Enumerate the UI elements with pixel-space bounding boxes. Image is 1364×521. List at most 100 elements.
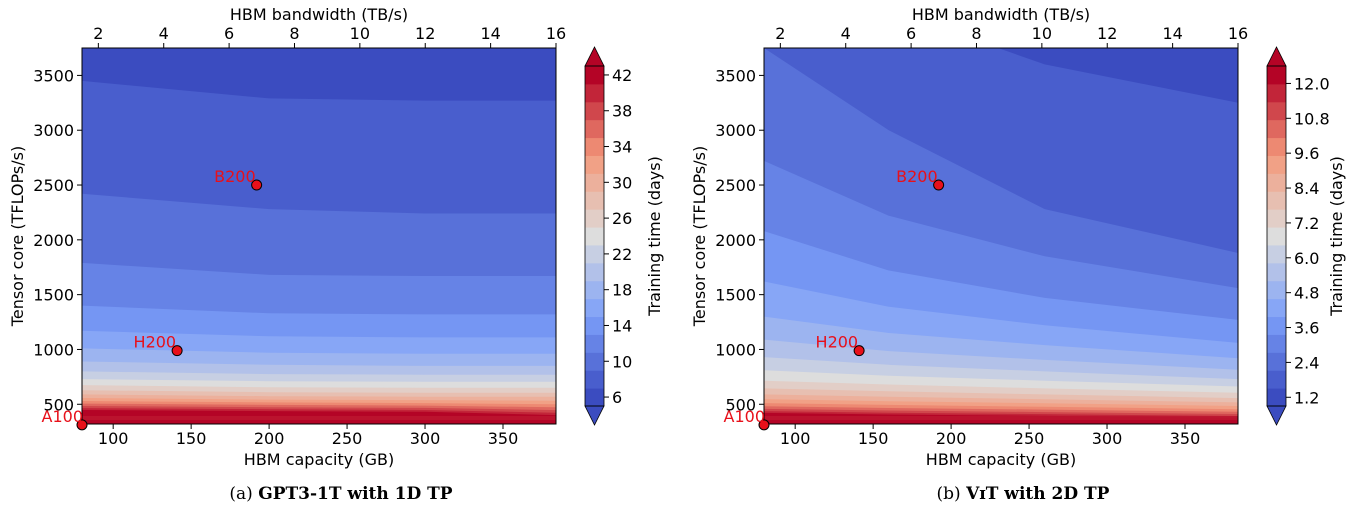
chart0-x-tick-label: 150 — [176, 429, 207, 448]
chart0-colorbar-segment — [585, 155, 604, 173]
chart1-x-tick-label: 150 — [858, 429, 889, 448]
chart1-colorbar-segment — [1267, 352, 1286, 370]
chart0-point-label: B200 — [214, 167, 256, 186]
chart0-x2-tick-label: 6 — [224, 24, 234, 43]
chart0-colorbar-segment — [585, 120, 604, 138]
panel-b: 100 150 200 250 300 350 2 4 6 8 10 12 14 16 500 1000 150… — [682, 0, 1364, 521]
chart0-x-tick-label: 200 — [254, 429, 285, 448]
chart0-y-tick-label: 3500 — [33, 66, 74, 85]
chart0-colorbar-segment — [585, 102, 604, 120]
chart0-y-tick-label: 2500 — [33, 176, 74, 195]
chart0-colorbar-tick-label: 10 — [612, 352, 632, 371]
chart1-colorbar-tick-label: 8.4 — [1294, 179, 1319, 198]
chart0-x2-tick-label: 10 — [350, 24, 370, 43]
chart1-x-tick-label: 250 — [1014, 429, 1045, 448]
chart0-x-tick-label: 100 — [98, 429, 129, 448]
chart1-x2-tick-label: 8 — [971, 24, 981, 43]
chart0-x2-tick-label: 16 — [546, 24, 566, 43]
chart1-colorbar-segment — [1267, 299, 1286, 317]
chart1-colorbar-segment — [1267, 245, 1286, 263]
chart0-colorbar: 6101418222630343842 — [585, 47, 632, 425]
caption-b-letter: (b) — [937, 484, 961, 504]
chart1-point-a100: A100 — [724, 407, 769, 430]
chart0-colorbar-segment — [585, 227, 604, 245]
chart0-colorbar-segment — [585, 138, 604, 156]
caption-b-title: VɪT with 2D TP — [966, 484, 1109, 504]
chart1-colorbar-segment — [1267, 263, 1286, 281]
chart0-colorbar-segment — [585, 388, 604, 406]
chart1-colorbar-tick-label: 12.0 — [1294, 74, 1330, 93]
chart0-colorbar-segment — [585, 84, 604, 102]
chart1-y-tick-label: 2500 — [715, 176, 756, 195]
chart0-colorbar-tick-label: 38 — [612, 102, 632, 121]
chart1-x2-tick-label: 12 — [1097, 24, 1117, 43]
chart1-colorbar-segment — [1267, 227, 1286, 245]
chart1-x-tick-label: 350 — [1170, 429, 1201, 448]
chart0-colorbar-segment — [585, 281, 604, 299]
chart1-point-label: H200 — [816, 333, 859, 352]
chart1-colorbar-tick-label: 6.0 — [1294, 249, 1319, 268]
chart1-y-tick-label: 3000 — [715, 121, 756, 140]
chart0-colorbar-max-arrow — [585, 47, 604, 66]
chart1-colorbar-segment — [1267, 84, 1286, 102]
chart0-contour-band — [82, 420, 556, 424]
chart0-contour-field — [82, 48, 556, 429]
chart0-y-tick-label: 1000 — [33, 340, 74, 359]
chart1-colorbar-segment — [1267, 388, 1286, 406]
chart1-colorbar-segment — [1267, 120, 1286, 138]
chart1-colorbar-segment — [1267, 191, 1286, 209]
caption-a: (a) GPT3-1T with 1D TP — [0, 484, 682, 504]
chart1-colorbar-segment — [1267, 317, 1286, 335]
chart0-colorbar-min-arrow — [585, 406, 604, 425]
chart0-point-label: A100 — [42, 407, 83, 426]
chart1-x2-axis-label: HBM bandwidth (TB/s) — [912, 5, 1090, 24]
chart1-colorbar-segment — [1267, 138, 1286, 156]
chart1-x2-tick-label: 16 — [1228, 24, 1248, 43]
chart0-colorbar-segment — [585, 66, 604, 84]
chart0-colorbar-segment — [585, 209, 604, 227]
chart1-colorbar-label: Training time (days) — [1327, 156, 1346, 317]
chart1-colorbar-tick-label: 2.4 — [1294, 353, 1319, 372]
chart1-y-tick-label: 2000 — [715, 231, 756, 250]
chart1-colorbar-segment — [1267, 155, 1286, 173]
chart1-x2-tick-label: 10 — [1032, 24, 1052, 43]
chart1-colorbar-segment — [1267, 173, 1286, 191]
chart0-x2-tick-label: 8 — [289, 24, 299, 43]
chart0-y-tick-label: 2000 — [33, 231, 74, 250]
chart1-x2-tick-label: 6 — [906, 24, 916, 43]
chart0-x-tick-label: 300 — [410, 429, 441, 448]
chart1-colorbar-segment — [1267, 66, 1286, 84]
chart0-colorbar-segment — [585, 317, 604, 335]
chart0-y-tick-label: 1500 — [33, 286, 74, 305]
chart0-x2-axis-label: HBM bandwidth (TB/s) — [230, 5, 408, 24]
chart1-point-label: B200 — [896, 167, 938, 186]
chart1-y-tick-label: 3500 — [715, 66, 756, 85]
chart1-colorbar-max-arrow — [1267, 47, 1286, 66]
chart0-y-axis-label: Tensor core (TFLOPs/s) — [8, 146, 27, 327]
chart1-y-axis-label: Tensor core (TFLOPs/s) — [690, 146, 709, 327]
chart1-contour-band — [764, 420, 1238, 424]
chart0-x2-tick-label: 2 — [93, 24, 103, 43]
chart0-colorbar-tick-label: 42 — [612, 66, 632, 85]
chart1-x-axis-label: HBM capacity (GB) — [926, 450, 1076, 469]
chart1-colorbar-tick-label: 10.8 — [1294, 109, 1330, 128]
chart1-x-tick-label: 200 — [936, 429, 967, 448]
chart1-y-tick-label: 1000 — [715, 340, 756, 359]
chart0-x2-tick-label: 12 — [415, 24, 435, 43]
chart0-colorbar-segment — [585, 370, 604, 388]
chart1-colorbar-segment — [1267, 102, 1286, 120]
chart1-point-label: A100 — [724, 407, 765, 426]
chart0-colorbar-tick-label: 18 — [612, 281, 632, 300]
chart1-x-tick-label: 100 — [780, 429, 811, 448]
chart0-colorbar-segment — [585, 191, 604, 209]
chart0-colorbar-tick-label: 14 — [612, 316, 632, 335]
chart1-colorbar-tick-label: 9.6 — [1294, 144, 1319, 163]
chart-b: 100 150 200 250 300 3502 4 6 8 10 12 14 165001000150… — [682, 0, 1364, 480]
chart0-x2-tick-label: 14 — [480, 24, 500, 43]
chart0-colorbar-segment — [585, 299, 604, 317]
chart1-x2-tick-label: 14 — [1162, 24, 1182, 43]
caption-a-title: GPT3-1T with 1D TP — [258, 484, 452, 504]
chart1-y-tick-label: 1500 — [715, 286, 756, 305]
chart1-colorbar-min-arrow — [1267, 406, 1286, 425]
